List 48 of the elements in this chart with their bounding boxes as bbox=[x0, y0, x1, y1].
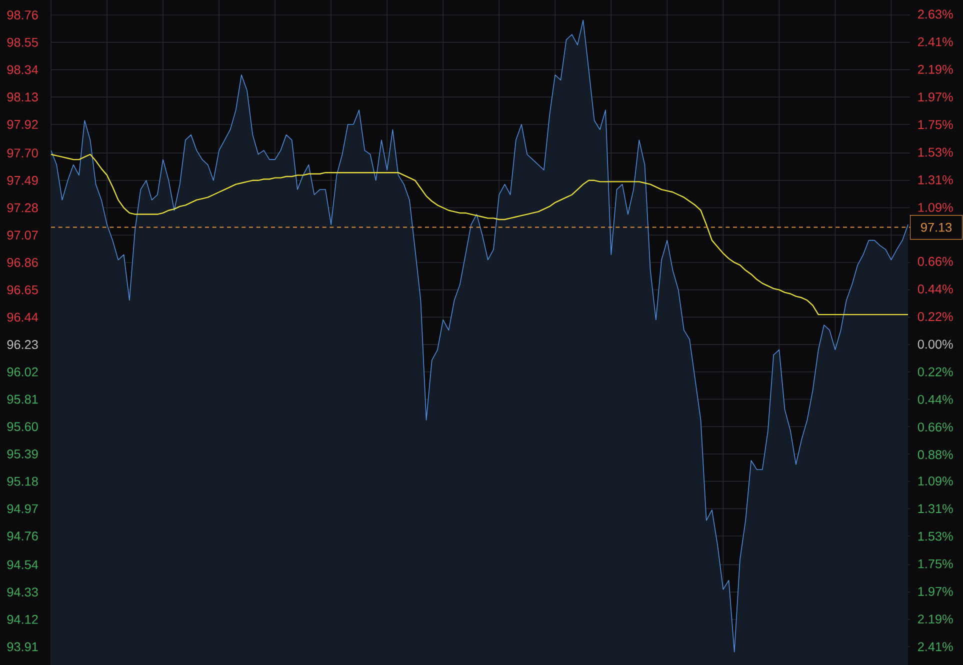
y-tick-label: 94.33 bbox=[7, 588, 38, 597]
y2-tick-label: 2.41% bbox=[918, 37, 953, 46]
y2-tick-label: 1.75% bbox=[918, 120, 953, 130]
y2-tick-label: 1.97% bbox=[918, 92, 953, 102]
y2-tick-label: 0.22% bbox=[918, 367, 953, 376]
y2-tick-label: 1.31% bbox=[918, 175, 953, 184]
y2-tick-label: 0.88% bbox=[918, 450, 953, 460]
y2-tick-label: 1.53% bbox=[918, 532, 953, 541]
y-tick-label: 98.13 bbox=[7, 92, 38, 102]
y-tick-label: 97.07 bbox=[7, 230, 38, 240]
y2-tick-label: 2.41% bbox=[918, 642, 953, 652]
y2-tick-label: 0.44% bbox=[918, 284, 953, 294]
y-tick-label: 95.81 bbox=[7, 394, 38, 404]
y-tick-label: 95.39 bbox=[7, 449, 38, 458]
y-tick-label: 98.34 bbox=[7, 65, 38, 74]
y2-tick-label: 1.09% bbox=[918, 202, 953, 212]
y-tick-label: 96.23 bbox=[7, 340, 38, 350]
y-tick-label: 97.92 bbox=[7, 120, 38, 129]
y-tick-label: 97.28 bbox=[7, 203, 38, 212]
y2-tick-label: 2.19% bbox=[918, 614, 953, 624]
y-tick-label: 96.65 bbox=[7, 285, 38, 294]
ref-line-label: 97.13 bbox=[921, 222, 952, 232]
y2-tick-label: 0.00% bbox=[918, 340, 953, 349]
y2-tick-label: 2.19% bbox=[918, 64, 953, 74]
y-tick-label: 95.18 bbox=[7, 476, 38, 486]
y-tick-label: 97.49 bbox=[7, 176, 38, 185]
y2-tick-label: 1.53% bbox=[918, 148, 953, 157]
y2-tick-label: 0.22% bbox=[918, 312, 953, 322]
y2-tick-label: 1.31% bbox=[918, 504, 953, 514]
y-tick-label: 98.76 bbox=[7, 10, 38, 20]
y-tick-label: 94.97 bbox=[7, 504, 38, 514]
y-tick-label: 96.02 bbox=[7, 367, 38, 376]
y2-tick-label: 1.75% bbox=[918, 559, 953, 568]
y-tick-label: 96.86 bbox=[7, 258, 38, 267]
y-tick-label: 93.91 bbox=[7, 642, 38, 652]
y-tick-label: 94.12 bbox=[7, 614, 38, 624]
y2-tick-label: 1.97% bbox=[918, 586, 953, 596]
y-tick-label: 98.55 bbox=[7, 38, 38, 47]
y2-tick-label: 2.63% bbox=[918, 10, 953, 19]
y-tick-label: 96.44 bbox=[7, 312, 38, 322]
y2-tick-label: 0.66% bbox=[918, 422, 953, 432]
y-tick-label: 95.60 bbox=[7, 422, 38, 432]
y2-tick-label: 1.09% bbox=[918, 476, 953, 486]
y2-tick-label: 0.44% bbox=[918, 394, 953, 404]
y2-tick-label: 0.66% bbox=[918, 256, 953, 266]
y-tick-label: 97.70 bbox=[7, 148, 38, 158]
y-tick-label: 94.76 bbox=[7, 532, 38, 541]
y-tick-label: 94.54 bbox=[7, 560, 38, 570]
